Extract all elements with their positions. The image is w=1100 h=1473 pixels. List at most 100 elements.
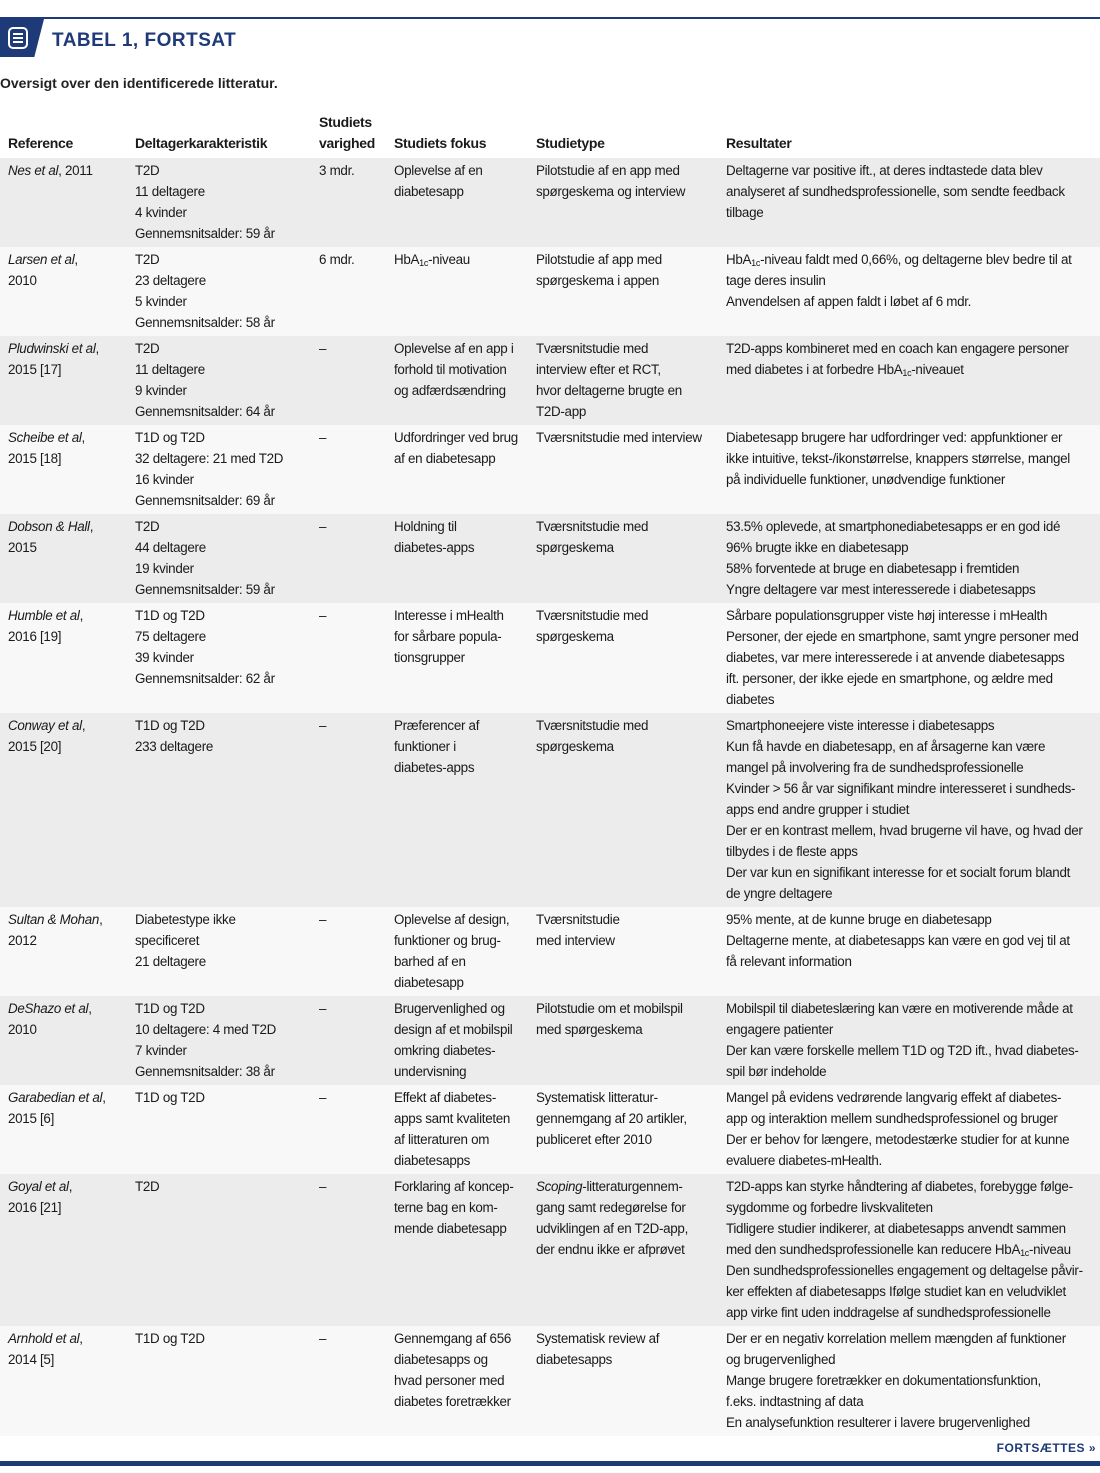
cell-focus: Holdning til diabetes-apps [386,514,528,603]
reference-authors: Arnhold et al [8,1331,80,1346]
cell-duration: 3 mdr. [311,158,386,247]
cell-line: T2D-apps kombineret med en coach kan eng… [726,341,1069,356]
cell-line: Gennemsnitsalder: 58 år [135,315,275,330]
cell-reference: Sultan & Mohan, 2012 [0,907,127,996]
cell-results: T2D-apps kombineret med en coach kan eng… [718,336,1100,425]
bottom-rule [0,1461,1100,1466]
table-subtitle: Oversigt over den identificerede littera… [0,75,278,91]
reference-rest: , [79,608,84,623]
cell-line: 21 deltagere [135,954,206,969]
cell-line: T2D [135,519,160,534]
cell-line: T2D-apps kan styrke håndtering af diabet… [726,1179,1073,1194]
cell-line: 16 kvinder [135,472,194,487]
cell-line: f.eks. indtastning af data [726,1394,864,1409]
table-row: Humble et al, 2016 [19] T1D og T2D 75 delta… [0,603,1100,713]
reference-rest: , [88,1001,92,1016]
cell-participants: T1D og T2D 10 deltagere: 4 med T2D 7 kvind… [127,996,311,1085]
cell-line: Tværsnitstudie [536,912,620,927]
cell-focus: Interesse i mHealth for sårbare popula-ti… [386,603,528,713]
cell-duration: – [311,996,386,1085]
column-header-focus: Studiets fokus [394,135,487,151]
cell-line: 11 deltagere [135,184,205,199]
table-badge [0,19,44,57]
cell-line: T2D [135,1179,160,1194]
cell-line: 39 kvinder [135,650,194,665]
reference-year: 2012 [8,933,37,948]
cell-line: apps end andre grupper i studiet [726,802,910,817]
cell-reference: Scheibe et al, 2015 [18] [0,425,127,514]
cell-line: Der er behov for længere, metodestærke s… [726,1132,1070,1147]
cell-line: 7 kvinder [135,1043,187,1058]
reference-year: 2014 [5] [8,1352,54,1367]
cell-line: ift. personer, der ikke ejede en smartph… [726,671,1053,686]
column-header-participants: Deltagerkarakteristik [135,135,268,151]
cell-line: spørgeskema [536,540,614,555]
reference-year: 2010 [8,1022,37,1037]
cell-study-type: Tværsnitstudie med interview efter et RCT… [528,336,718,425]
cell-line: Tværsnitstudie med [536,341,649,356]
cell-study-type: Tværsnitstudie med interview [528,425,718,514]
cell-line: Pilotstudie af en app med [536,163,680,178]
cell-study-type: Pilotstudie om et mobilspil med spørgeske… [528,996,718,1085]
reference-authors: Conway et al [8,718,82,733]
cell-line: ikke intuitive, tekst-/ikonstørrelse, kn… [726,451,1070,466]
cell-line: spørgeskema i appen [536,273,660,288]
cell-line: diabetes foretrækker [394,1394,511,1409]
cell-line: specificeret [135,933,200,948]
document-list-icon [8,27,28,49]
cell-participants: T1D og T2D 32 deltagere: 21 med T2D 16 kvi… [127,425,311,514]
cell-line: Oplevelse af design, [394,912,510,927]
cell-line: gennemgang af 20 artikler, [536,1111,687,1126]
cell-study-type: Pilotstudie af app med spørgeskema i appe… [528,247,718,336]
cell-line: der endnu ikke er afprøvet [536,1242,685,1257]
reference-rest: , [99,912,103,927]
cell-line: med den sundhedsprofessionelle kan reduc… [726,1242,1071,1258]
cell-line: app virke fint uden inddragelse af sundh… [726,1305,1051,1320]
cell-results: Smartphoneejere viste interesse i diabet… [718,713,1100,907]
cell-line: Personer, der ejede en smartphone, samt … [726,629,1079,644]
cell-line: 96% brugte ikke en diabetesapp [726,540,909,555]
cell-line: og adfærdsændring [394,383,506,398]
cell-focus: Oplevelse af en diabetesapp [386,158,528,247]
cell-line: 10 deltagere: 4 med T2D [135,1022,276,1037]
cell-line: 23 deltagere [135,273,206,288]
cell-line: 58% forventede at bruge en diabetesapp i… [726,561,1020,576]
cell-line: hvad personer med [394,1373,505,1388]
cell-line: med interview [536,933,615,948]
cell-duration: 6 mdr. [311,247,386,336]
cell-reference: Garabedian et al, 2015 [6] [0,1085,127,1174]
cell-focus: Oplevelse af en app i forhold til motivat… [386,336,528,425]
cell-line: hvor deltagerne brugte en [536,383,682,398]
table-row: Scheibe et al, 2015 [18] T1D og T2D 32 delt… [0,425,1100,514]
cell-line: diabetes, var mere interesserede i at an… [726,650,1065,665]
reference-rest: , [68,1179,73,1194]
table-row: Larsen et al, 2010 T2D 23 deltagere 5 kvinde… [0,247,1100,336]
cell-line: En analysefunktion resulterer i lavere b… [726,1415,1030,1430]
cell-line: mangel på involvering fra de sundhedspro… [726,760,1024,775]
cell-focus: HbA1c-niveau [386,247,528,336]
cell-line: Udfordringer ved brug [394,430,518,445]
cell-line: Brugervenlighed og [394,1001,505,1016]
cell-line: 44 deltagere [135,540,206,555]
cell-line: Sårbare populationsgrupper viste høj int… [726,608,1048,623]
cell-line: på individuelle funktioner, unødvendige … [726,472,1006,487]
cell-line: Tværsnitstudie med [536,718,649,733]
cell-line: Gennemsnitsalder: 59 år [135,582,275,597]
column-header-results: Resultater [726,135,792,151]
reference-rest: , 2011 [58,163,93,178]
cell-line: med diabetes i at forbedre HbA1c-niveaue… [726,362,964,378]
cell-line: Pilotstudie af app med [536,252,662,267]
cell-line: Diabetestype ikke [135,912,236,927]
reference-rest: , [74,252,78,267]
cell-line: analyseret af sundhedsprofessionelle, so… [726,184,1065,199]
literature-table: Reference Deltagerkarakteristik Studiets… [0,112,1100,1436]
cell-results: 95% mente, at de kunne bruge en diabetes… [718,907,1100,996]
reference-rest: , [79,1331,83,1346]
cell-line: Gennemsnitsalder: 62 år [135,671,275,686]
reference-rest: , [95,341,100,356]
cell-participants: Diabetestype ikke specificeret 21 deltager… [127,907,311,996]
table-title: TABEL 1, FORTSAT [52,30,237,51]
cell-results: 53.5% oplevede, at smartphonediabetesapp… [718,514,1100,603]
cell-line: Forklaring af koncep- [394,1179,514,1194]
cell-line: diabetesapps og [394,1352,488,1367]
